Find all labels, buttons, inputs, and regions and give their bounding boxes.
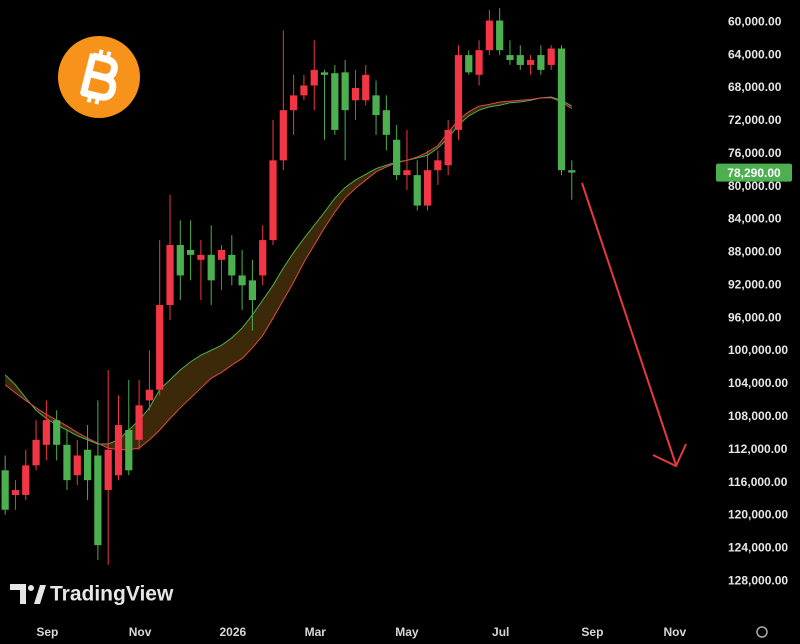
x-tick-label: Mar (305, 625, 327, 639)
y-tick-label: 60,000.00 (728, 14, 782, 28)
candle-body (22, 465, 30, 495)
settings-icon[interactable] (756, 626, 768, 638)
y-tick-label: 112,000.00 (728, 442, 788, 456)
y-tick-label: 120,000.00 (728, 508, 788, 522)
x-tick-label: Sep (36, 625, 58, 639)
candle-body (331, 73, 339, 130)
candle-body (454, 55, 463, 130)
plot-area (1, 8, 576, 565)
y-tick-label: 128,000.00 (728, 573, 788, 587)
candle-body (248, 280, 257, 301)
candle-body (166, 245, 174, 306)
candle-body (1, 470, 9, 510)
last-price-label: 78,290.00 (727, 166, 781, 180)
y-tick-label: 124,000.00 (728, 541, 788, 555)
watermark-text: TradingView (50, 583, 174, 606)
candle-body (63, 444, 71, 481)
candle-body (547, 48, 555, 65)
candle-body (300, 85, 308, 96)
candle-body (197, 254, 205, 260)
candle-body (145, 389, 153, 401)
candle-body (341, 72, 349, 111)
candle-body (104, 449, 112, 491)
x-tick-label: Nov (129, 625, 152, 639)
candle-body (125, 430, 133, 471)
candle-body (537, 55, 545, 70)
candle-body (526, 60, 535, 65)
y-tick-label: 68,000.00 (728, 80, 782, 94)
y-tick-label: 100,000.00 (728, 343, 788, 357)
candle-body (176, 245, 184, 276)
forecast-arrow (581, 182, 687, 468)
moving-average (4, 97, 573, 451)
candle-body (434, 160, 442, 171)
y-tick-label: 92,000.00 (728, 277, 782, 291)
candle-body (186, 249, 195, 255)
y-tick-label: 96,000.00 (728, 310, 782, 324)
candle-body (568, 170, 576, 173)
candle-body (362, 74, 370, 101)
candle-body (238, 275, 246, 286)
ma-band (5, 97, 572, 450)
y-tick-label: 76,000.00 (728, 146, 782, 160)
y-tick-label: 104,000.00 (728, 376, 788, 390)
x-tick-label: 2026 (219, 625, 246, 639)
candle-body (217, 249, 226, 260)
candle-body (156, 305, 164, 390)
candle-body (259, 240, 267, 276)
y-tick-label: 64,000.00 (728, 47, 782, 61)
candle-body (279, 110, 287, 161)
candle-body (32, 439, 40, 466)
candle-body (135, 405, 143, 440)
y-tick-label: 88,000.00 (728, 245, 782, 259)
candle-body (207, 254, 215, 281)
candle-body (351, 87, 360, 101)
last-price-tag (716, 163, 792, 182)
candle-body (465, 55, 473, 73)
candle-body (320, 72, 329, 75)
y-tick-label: 116,000.00 (728, 475, 788, 489)
candle-body (382, 110, 390, 135)
candle-body (444, 129, 452, 166)
y-tick-label: 80,000.00 (728, 179, 782, 193)
x-tick-label: May (395, 625, 419, 639)
candle-body (557, 48, 566, 171)
candle-body (73, 455, 81, 476)
x-tick-label: Jul (492, 625, 509, 639)
candle-body (53, 420, 61, 445)
candle-body (228, 254, 236, 276)
y-tick-label: 72,000.00 (728, 113, 782, 127)
candle-body (516, 55, 524, 65)
candle-body (310, 69, 318, 86)
x-tick-label: Nov (663, 625, 686, 639)
watermark: TradingView (10, 583, 174, 606)
candle-body (485, 20, 493, 51)
candle-body (475, 50, 483, 75)
candle-body (496, 20, 504, 51)
candle-body (42, 420, 50, 445)
candle-body (423, 170, 432, 206)
y-tick-label: 108,000.00 (728, 409, 788, 423)
candle-body (413, 175, 421, 206)
candle-body (269, 160, 277, 241)
candle-body (506, 55, 514, 61)
y-tick-label: 84,000.00 (728, 212, 782, 226)
candle-body (403, 170, 411, 176)
candle-body (11, 490, 20, 495)
candle-body (83, 449, 92, 481)
candle-body (114, 425, 123, 476)
candle-body (94, 455, 102, 546)
candle-body (393, 139, 401, 176)
candle-body (290, 95, 298, 111)
x-tick-label: Sep (581, 625, 603, 639)
bitcoin-logo (58, 36, 140, 118)
candle-body (372, 95, 380, 116)
